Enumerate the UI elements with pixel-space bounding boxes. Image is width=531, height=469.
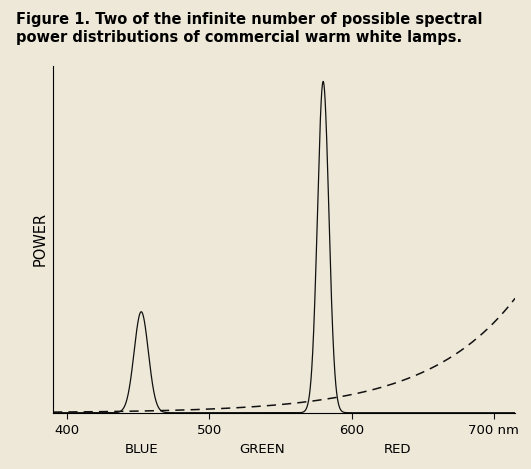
- Text: Figure 1. Two of the infinite number of possible spectral: Figure 1. Two of the infinite number of …: [16, 12, 483, 27]
- Text: BLUE: BLUE: [124, 443, 158, 456]
- Y-axis label: POWER: POWER: [32, 212, 48, 266]
- Text: GREEN: GREEN: [239, 443, 285, 456]
- Text: RED: RED: [383, 443, 411, 456]
- Text: power distributions of commercial warm white lamps.: power distributions of commercial warm w…: [16, 30, 462, 45]
